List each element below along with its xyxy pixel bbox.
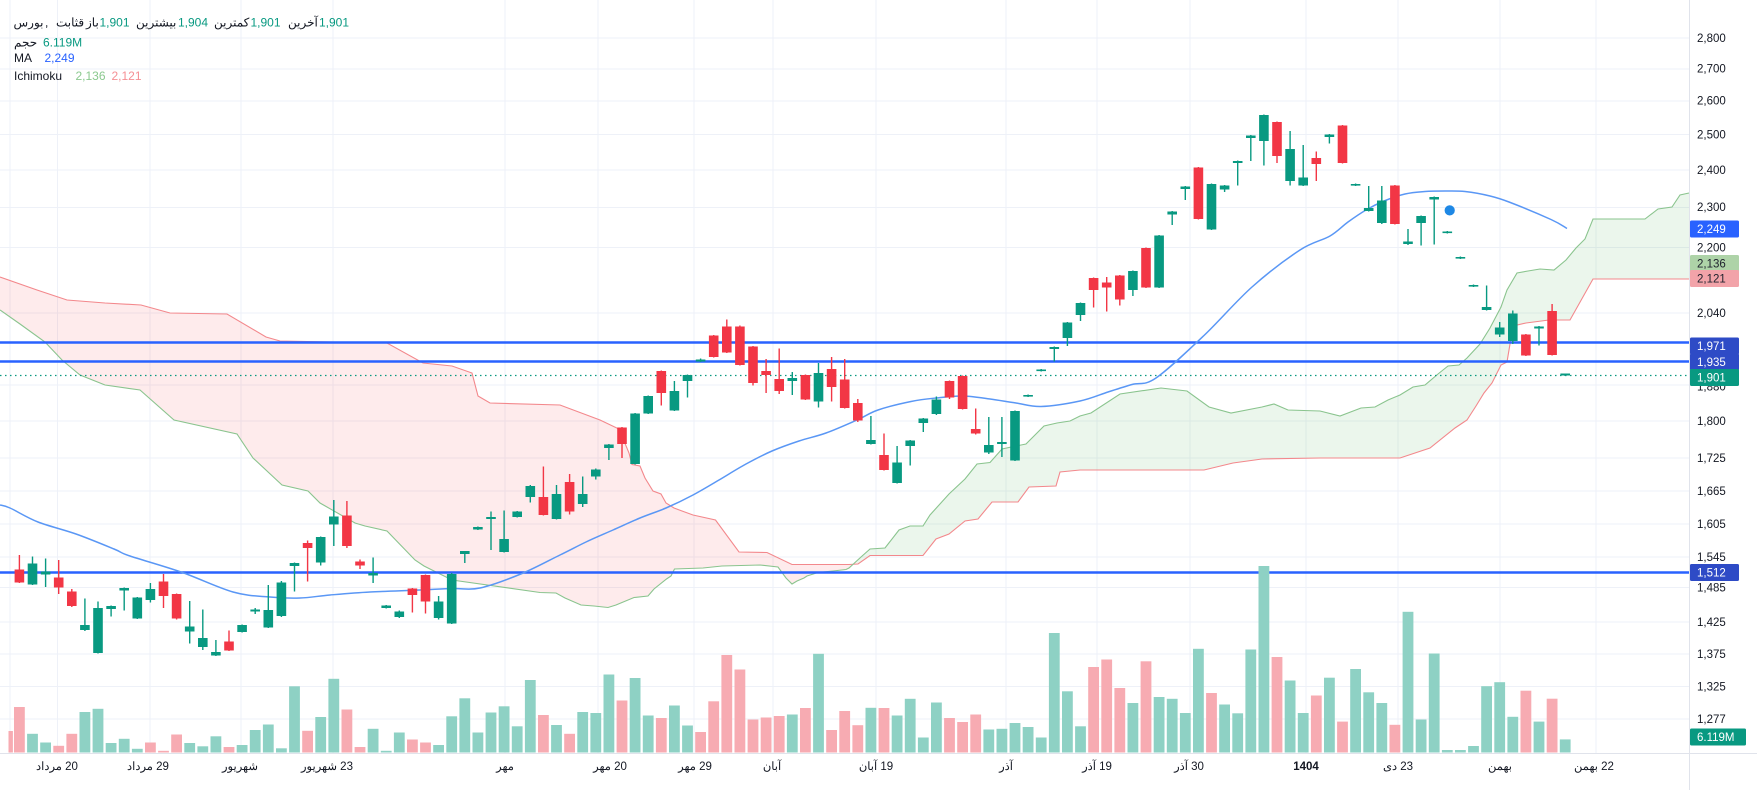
svg-text:مهر: مهر <box>495 761 514 773</box>
svg-text:6.119M: 6.119M <box>1697 732 1735 744</box>
svg-text:باز: باز <box>85 16 99 30</box>
svg-text:آذر‎ 30: آذر‎ 30 <box>1173 758 1204 773</box>
svg-text:1,901: 1,901 <box>1697 373 1726 385</box>
svg-text:بهمن: بهمن <box>1488 761 1512 773</box>
svg-text:شهریور‎ 23: شهریور‎ 23 <box>300 761 353 773</box>
svg-text:1,325: 1,325 <box>1697 682 1726 694</box>
svg-text:آبان: آبان <box>763 758 782 773</box>
svg-text:2,121: 2,121 <box>112 69 142 83</box>
svg-text:بورس: بورس <box>14 16 44 30</box>
svg-text:2,700: 2,700 <box>1697 64 1726 76</box>
svg-text:مرداد‎ 29: مرداد‎ 29 <box>127 760 169 773</box>
svg-text:,: , <box>45 16 48 30</box>
svg-text:دی‎ 23: دی‎ 23 <box>1383 761 1413 773</box>
svg-text:1,665: 1,665 <box>1697 486 1726 498</box>
svg-text:1,800: 1,800 <box>1697 416 1726 428</box>
svg-text:1,375: 1,375 <box>1697 649 1726 661</box>
svg-text:مرداد‎ 20: مرداد‎ 20 <box>36 760 78 773</box>
svg-text:MA: MA <box>14 51 32 65</box>
svg-text:2,136: 2,136 <box>76 69 106 83</box>
svg-text:Ichimoku: Ichimoku <box>14 69 62 83</box>
svg-text:2,500: 2,500 <box>1697 130 1726 142</box>
svg-text:2,121: 2,121 <box>1697 274 1726 286</box>
svg-text:1,971: 1,971 <box>1697 341 1726 353</box>
svg-text:1,277: 1,277 <box>1697 714 1726 726</box>
svg-text:1,545: 1,545 <box>1697 552 1726 564</box>
svg-text:2,136: 2,136 <box>1697 259 1726 271</box>
svg-text:1,425: 1,425 <box>1697 617 1726 629</box>
svg-text:2,249: 2,249 <box>45 51 75 65</box>
svg-text:شهریور: شهریور <box>221 761 258 773</box>
svg-text:2,200: 2,200 <box>1697 243 1726 255</box>
svg-text:2,400: 2,400 <box>1697 165 1726 177</box>
svg-text:1,725: 1,725 <box>1697 453 1726 465</box>
svg-text:آخرین: آخرین <box>288 15 319 30</box>
svg-text:1,512: 1,512 <box>1697 568 1726 580</box>
svg-text:بهمن‎ 22: بهمن‎ 22 <box>1574 761 1614 773</box>
svg-text:1,901: 1,901 <box>100 16 130 30</box>
svg-text:مهر‎ 20: مهر‎ 20 <box>592 761 627 773</box>
svg-text:2,600: 2,600 <box>1697 96 1726 108</box>
svg-text:2,800: 2,800 <box>1697 33 1726 45</box>
svg-text:آذر: آذر <box>998 758 1014 773</box>
svg-text:6.119M: 6.119M <box>43 36 82 50</box>
svg-text:1,904: 1,904 <box>178 16 208 30</box>
svg-text:کمترین: کمترین <box>214 16 250 30</box>
svg-text:قثابت: قثابت <box>56 16 84 30</box>
svg-text:1404: 1404 <box>1293 761 1319 773</box>
svg-text:1,935: 1,935 <box>1697 357 1726 369</box>
svg-text:1,901: 1,901 <box>319 16 349 30</box>
svg-text:1,605: 1,605 <box>1697 519 1726 531</box>
svg-text:2,249: 2,249 <box>1697 224 1726 236</box>
svg-text:2,300: 2,300 <box>1697 202 1726 214</box>
svg-text:بیشترین: بیشترین <box>136 16 176 30</box>
svg-text:1,485: 1,485 <box>1697 583 1726 595</box>
svg-text:مهر‎ 29: مهر‎ 29 <box>677 761 712 773</box>
svg-text:آذر‎ 19: آذر‎ 19 <box>1081 758 1112 773</box>
svg-text:2,040: 2,040 <box>1697 308 1726 320</box>
svg-text:1,901: 1,901 <box>251 16 281 30</box>
svg-text:حجم: حجم <box>14 36 37 50</box>
svg-text:آبان‎ 19: آبان‎ 19 <box>859 758 893 773</box>
